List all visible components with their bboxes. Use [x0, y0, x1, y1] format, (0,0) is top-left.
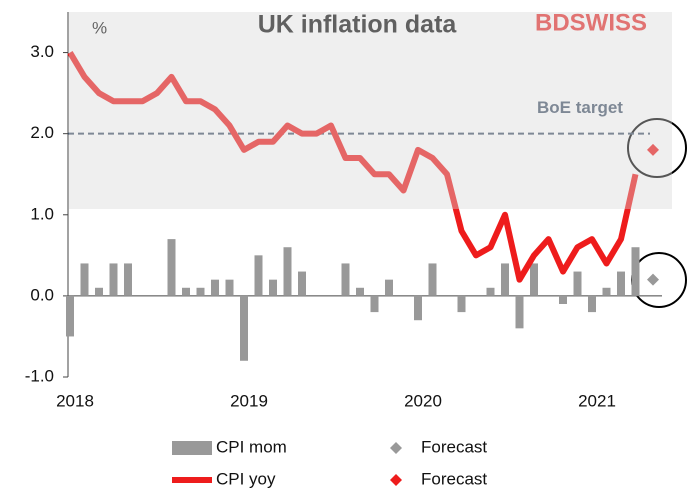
bar — [80, 263, 89, 296]
legend-label: CPI yoy — [216, 469, 276, 488]
x-tick-label: 2021 — [578, 391, 616, 410]
bar — [66, 295, 74, 337]
legend-swatch — [390, 474, 402, 486]
bar — [225, 279, 234, 296]
bar — [109, 263, 118, 296]
x-tick-label: 2020 — [404, 391, 442, 410]
logo: BDSWISS — [535, 9, 647, 36]
bar — [414, 295, 422, 321]
bar — [95, 287, 103, 296]
bar — [283, 247, 292, 296]
forecast-marker — [647, 143, 659, 156]
legend-label: Forecast — [421, 469, 487, 488]
y-unit-label: % — [92, 18, 107, 37]
legend-label: CPI mom — [216, 437, 287, 456]
bar — [370, 295, 379, 313]
bar — [530, 263, 538, 296]
highlight-circle — [627, 118, 687, 178]
shaded-band — [69, 12, 672, 209]
y-tick-label: 2.0 — [30, 123, 54, 142]
bar — [269, 279, 277, 296]
bar — [617, 271, 625, 296]
legend-swatch — [390, 442, 402, 454]
bar — [385, 279, 393, 296]
y-tick-label: 0.0 — [30, 285, 54, 304]
bar — [341, 263, 350, 296]
bar — [457, 295, 466, 313]
bar — [356, 287, 364, 296]
bar — [298, 271, 306, 296]
bar — [196, 287, 205, 296]
y-tick-label: -1.0 — [25, 366, 54, 385]
forecast-marker — [647, 273, 659, 286]
bar — [254, 255, 263, 296]
bar — [631, 247, 640, 296]
x-tick-label: 2018 — [56, 391, 94, 410]
bar — [501, 263, 509, 296]
chart-title: UK inflation data — [258, 11, 458, 39]
bar — [182, 287, 190, 296]
line — [67, 51, 639, 283]
bar — [167, 239, 176, 296]
bar — [602, 287, 611, 296]
bar — [573, 271, 582, 296]
bar — [588, 295, 596, 313]
bar — [515, 295, 524, 329]
y-tick-label: 1.0 — [30, 204, 54, 223]
x-tick-label: 2019 — [230, 391, 268, 410]
bar — [559, 295, 567, 304]
legend-swatch — [172, 441, 212, 455]
legend-label: Forecast — [421, 437, 487, 456]
target-label: BoE target — [537, 98, 623, 117]
highlight-circle — [631, 252, 687, 308]
bar — [124, 263, 132, 296]
bar — [240, 295, 248, 361]
bar — [211, 279, 219, 296]
bar — [428, 263, 437, 296]
y-tick-label: 3.0 — [30, 42, 54, 61]
bar — [486, 287, 495, 296]
